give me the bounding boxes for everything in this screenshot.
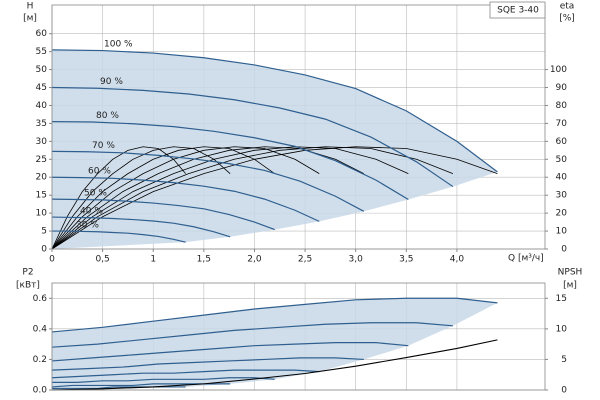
eta-curve [51,146,320,250]
curve [51,176,320,222]
y-unit: [кВт] [16,281,40,291]
x-tick-label: 3,0 [349,255,364,265]
eta-curve [51,146,275,250]
y-tick-label: 0 [41,245,47,255]
y-tick-label: 30 [36,137,48,147]
curve [52,230,186,243]
title-box [489,1,546,19]
curve-label: 60 % [88,167,111,177]
curve-label: 70 % [92,141,115,151]
y2-tick-label: 50 [556,155,568,165]
y2-tick-label: 60 [556,137,568,147]
curve [51,297,498,333]
y-tick-label: 0.4 [33,324,48,334]
y-tick-label: 0.0 [33,386,48,396]
x-label: Q [м³/ч] [508,254,544,264]
y2-label: NPSH [558,268,583,278]
plot-frame [51,4,546,250]
y2-tick-label: 0 [561,386,567,396]
y2-tick-label: 100 [550,65,567,75]
y-tick-label: 15 [36,191,47,201]
eta-curve [51,146,186,250]
x-tick-label: 1 [150,255,156,265]
y-tick-label: 10 [36,209,48,219]
y-tick-label: 55 [36,47,47,57]
y2-tick-label: 5 [561,355,567,365]
eta-curve [51,146,498,250]
y-tick-label: 35 [36,119,47,129]
plot-frame [51,282,546,391]
y-tick-label: 25 [36,155,47,165]
y2-tick-label: 90 [556,83,568,93]
curve-label: 90 % [100,77,123,87]
y-tick-label: 5 [41,227,47,237]
eta-curve [51,146,409,250]
curve [51,86,454,188]
operating-area [52,298,498,390]
y2-label: eta [560,2,575,12]
y2-tick-label: 30 [556,191,568,201]
x-tick-label: 0,5 [95,255,109,265]
y2-tick-label: 0 [561,245,567,255]
curve [51,322,453,348]
y-tick-label: 50 [36,65,48,75]
y-tick-label: 0.6 [33,294,48,304]
x-tick-label: 3,5 [399,255,413,265]
y-tick-label: 20 [36,173,48,183]
curve [51,357,364,371]
chart-title: SQE 3-40 [497,6,539,16]
y-tick-label: 45 [36,83,47,93]
curve [51,198,275,231]
y-tick-label: 40 [36,101,48,111]
curve [51,342,409,362]
curve-label: 30 % [76,221,99,231]
y2-tick-label: 10 [556,324,568,334]
x-tick-label: 2,5 [298,255,312,265]
y-label: H [27,2,34,12]
curve-label: 80 % [96,111,119,121]
y2-tick-label: 80 [556,101,568,111]
eta-curve [51,146,454,250]
y2-tick-label: 15 [556,294,567,304]
y2-tick-label: 20 [556,209,568,219]
y2-unit: [%] [559,14,575,24]
y-tick-label: 60 [36,29,48,39]
curve [51,121,409,200]
x-tick-label: 2,0 [247,255,262,265]
x-tick-label: 4,0 [450,255,465,265]
npsh-curve [51,339,498,391]
curve-label: 100 % [104,39,133,49]
x-tick-label: 0 [49,255,55,265]
y2-tick-label: 40 [556,173,568,183]
curve [51,49,498,173]
curve-label: 50 % [84,189,107,199]
y-label: P2 [22,268,33,278]
curve-label: 40 % [80,207,103,217]
y2-tick-label: 10 [556,227,568,237]
curve [51,216,231,238]
y-unit: [м] [23,14,37,24]
y2-tick-label: 70 [556,119,568,129]
operating-area [52,49,498,250]
curve [52,377,275,383]
y2-unit: [м] [563,281,577,291]
y-tick-label: 0.2 [33,355,47,365]
curve [51,369,320,379]
x-tick-label: 1,5 [197,255,211,265]
curve [51,150,365,212]
curve [52,386,186,390]
